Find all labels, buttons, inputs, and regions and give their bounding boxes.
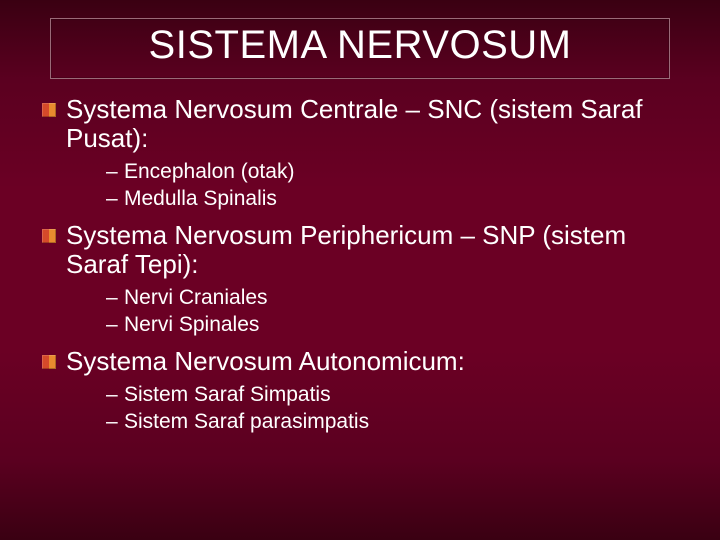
sub-item-label: Nervi Spinales [124,313,259,336]
slide-content: Systema Nervosum Centrale – SNC (sistem … [34,95,686,436]
dash-icon: – [106,382,124,409]
sub-item-label: Nervi Craniales [124,286,268,309]
dash-icon: – [106,312,124,339]
list-item: Systema Nervosum Centrale – SNC (sistem … [42,95,686,153]
list-item-label: Systema Nervosum Periphericum – SNP (sis… [66,221,686,279]
sub-list: –Sistem Saraf Simpatis –Sistem Saraf par… [106,382,686,436]
sub-item-label: Medulla Spinalis [124,187,277,210]
dash-icon: – [106,186,124,213]
sub-list: –Nervi Craniales –Nervi Spinales [106,285,686,339]
square-bullet-icon [42,355,56,369]
sub-list-item: –Encephalon (otak) [106,159,686,186]
dash-icon: – [106,285,124,312]
square-bullet-icon [42,103,56,117]
list-item: Systema Nervosum Autonomicum: [42,347,686,376]
square-bullet-icon [42,229,56,243]
list-item-label: Systema Nervosum Centrale – SNC (sistem … [66,95,686,153]
title-frame: SISTEMA NERVOSUM [50,18,670,79]
sub-item-label: Encephalon (otak) [124,160,294,183]
sub-list-item: –Medulla Spinalis [106,186,686,213]
list-item-label: Systema Nervosum Autonomicum: [66,347,465,376]
slide-title: SISTEMA NERVOSUM [57,23,663,68]
sub-list-item: –Sistem Saraf Simpatis [106,382,686,409]
dash-icon: – [106,409,124,436]
sub-item-label: Sistem Saraf parasimpatis [124,410,369,433]
sub-list-item: –Sistem Saraf parasimpatis [106,409,686,436]
sub-list-item: –Nervi Craniales [106,285,686,312]
sub-list-item: –Nervi Spinales [106,312,686,339]
dash-icon: – [106,159,124,186]
list-item: Systema Nervosum Periphericum – SNP (sis… [42,221,686,279]
sub-list: –Encephalon (otak) –Medulla Spinalis [106,159,686,213]
sub-item-label: Sistem Saraf Simpatis [124,383,331,406]
